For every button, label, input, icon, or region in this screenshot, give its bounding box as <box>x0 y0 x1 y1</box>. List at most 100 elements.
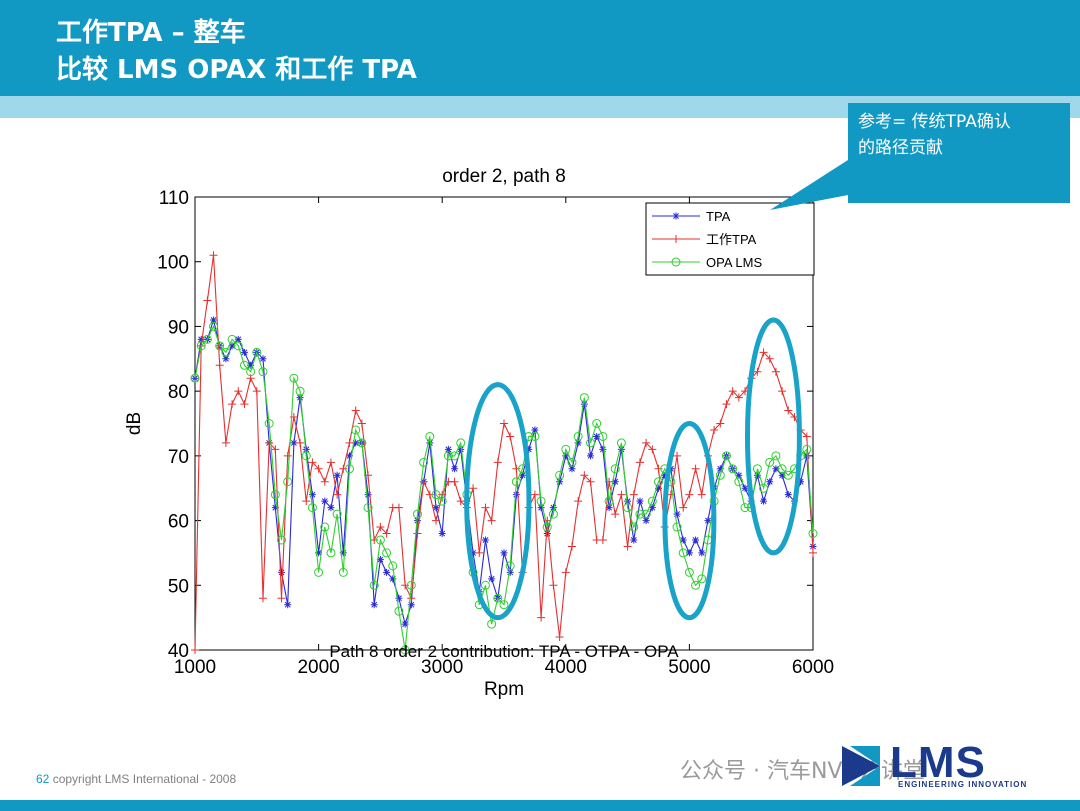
data-point <box>315 549 323 557</box>
header-strip <box>0 96 1080 118</box>
data-point <box>752 464 762 474</box>
data-point <box>741 484 749 492</box>
slide-title-line2: 比较 LMS OPAX 和工作 TPA <box>56 55 417 85</box>
data-point <box>320 477 329 486</box>
data-point <box>215 341 225 351</box>
data-point <box>500 549 508 557</box>
data-point <box>493 593 503 603</box>
data-point <box>327 504 335 512</box>
data-point <box>722 400 731 409</box>
data-point <box>537 613 546 622</box>
data-point <box>635 458 644 467</box>
data-point <box>326 458 335 467</box>
y-tick-label: 110 <box>159 188 189 209</box>
data-point <box>555 470 565 480</box>
data-point <box>197 335 205 343</box>
data-point <box>543 530 551 538</box>
data-point <box>772 465 780 473</box>
data-point <box>766 478 774 486</box>
data-point <box>797 478 805 486</box>
legend-marker <box>672 212 680 220</box>
data-point <box>258 367 268 377</box>
data-point <box>587 452 595 460</box>
data-point <box>302 497 311 506</box>
data-point <box>673 451 682 460</box>
data-point <box>203 296 212 305</box>
chart-title: order 2, path 8 <box>442 166 566 187</box>
data-point <box>753 367 762 376</box>
legend-label: OPA LMS <box>706 255 762 270</box>
slide-title-line1: 工作TPA – 整车 <box>56 18 246 48</box>
data-point <box>777 464 787 474</box>
data-point <box>716 419 725 428</box>
data-point <box>611 478 619 486</box>
data-point <box>481 536 489 544</box>
data-point <box>326 548 336 558</box>
data-point <box>333 471 341 479</box>
data-point <box>351 425 361 435</box>
data-point <box>296 438 305 447</box>
data-point <box>234 387 243 396</box>
data-point <box>363 503 373 513</box>
y-tick-label: 60 <box>168 512 189 533</box>
data-point <box>555 633 564 642</box>
legend-label: 工作TPA <box>706 232 757 247</box>
data-point <box>685 549 693 557</box>
data-point <box>277 535 287 545</box>
data-point <box>784 406 793 415</box>
data-point <box>394 503 403 512</box>
y-tick-label: 100 <box>157 253 189 274</box>
data-point <box>234 335 242 343</box>
data-point <box>648 445 657 454</box>
data-point <box>679 503 688 512</box>
data-point <box>352 439 360 447</box>
data-point <box>283 451 292 460</box>
data-point <box>697 490 706 499</box>
data-point <box>697 574 707 584</box>
data-point <box>698 549 706 557</box>
data-point <box>394 606 404 616</box>
data-point <box>370 601 378 609</box>
data-point <box>357 438 367 448</box>
data-point <box>586 438 596 448</box>
data-point <box>636 497 644 505</box>
data-point <box>357 419 366 428</box>
data-point <box>376 555 384 563</box>
data-point <box>685 490 694 499</box>
data-point <box>252 347 262 357</box>
data-point <box>765 457 775 467</box>
data-point <box>617 445 625 453</box>
data-point <box>481 503 490 512</box>
data-point <box>252 387 261 396</box>
data-point <box>401 620 409 628</box>
data-point <box>271 445 280 454</box>
footer-copyright: 62 copyright LMS International - 2008 <box>36 772 236 786</box>
data-point <box>406 580 416 590</box>
legend-marker <box>672 235 680 243</box>
data-point <box>419 457 429 467</box>
data-point <box>771 367 780 376</box>
data-point <box>661 471 669 479</box>
y-tick-label: 90 <box>168 317 189 338</box>
x-tick-label: 6000 <box>792 657 834 678</box>
data-point <box>809 548 817 557</box>
y-tick-label: 70 <box>168 447 189 468</box>
data-point <box>759 483 769 493</box>
data-point <box>549 504 557 512</box>
data-point <box>561 444 571 454</box>
data-point <box>209 321 219 331</box>
data-point <box>642 517 650 525</box>
data-point <box>290 439 298 447</box>
data-point <box>506 432 515 441</box>
data-point <box>740 503 750 513</box>
data-point <box>407 594 416 603</box>
data-point <box>647 496 657 506</box>
data-point <box>759 348 768 357</box>
data-point <box>265 438 274 447</box>
data-point <box>488 575 496 583</box>
data-point <box>506 568 514 576</box>
data-point <box>487 619 497 629</box>
data-point <box>346 452 353 460</box>
data-point <box>778 471 786 479</box>
